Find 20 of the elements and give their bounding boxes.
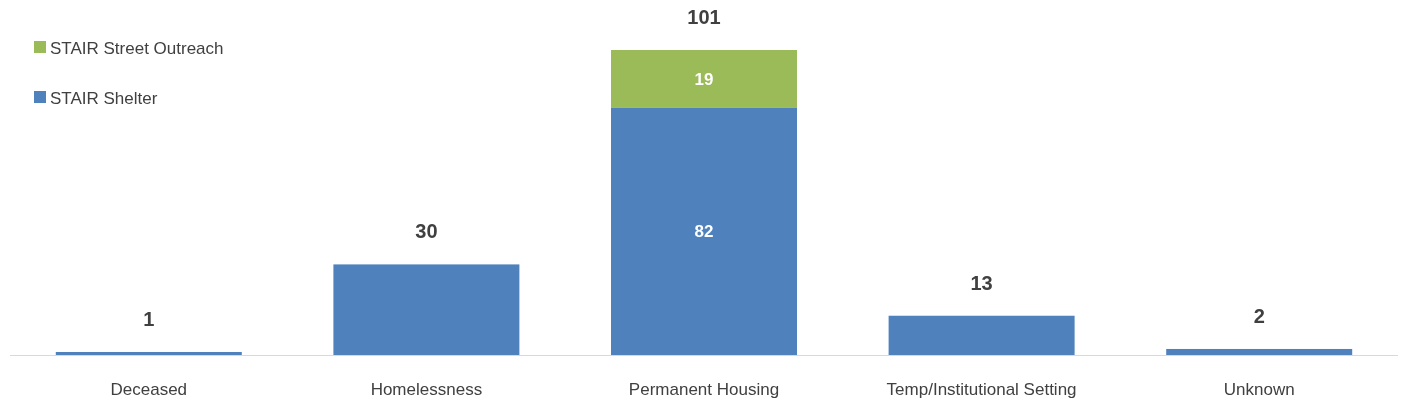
x-tick-label: Permanent Housing (628, 380, 780, 399)
bar (611, 107, 797, 355)
bar (333, 264, 520, 355)
total-label: 101 (687, 6, 721, 28)
data-label: 82 (694, 222, 714, 242)
bar (55, 351, 242, 355)
total-label: 1 (143, 307, 155, 330)
bar (1166, 348, 1353, 355)
total-label: 2 (1253, 304, 1265, 327)
data-label: 19 (694, 69, 714, 89)
x-tick-label: Unknown (1223, 380, 1295, 399)
x-tick-label: Homelessness (370, 380, 483, 399)
legend-label: STAIR Street Outreach (50, 38, 224, 58)
bar (611, 50, 797, 108)
bar (888, 315, 1075, 355)
legend-label: STAIR Shelter (50, 88, 158, 108)
x-tick-label: Deceased (110, 380, 188, 399)
x-tick-label: Temp/Institutional Setting (886, 380, 1077, 399)
total-label: 30 (415, 220, 438, 243)
total-label: 13 (970, 271, 993, 294)
